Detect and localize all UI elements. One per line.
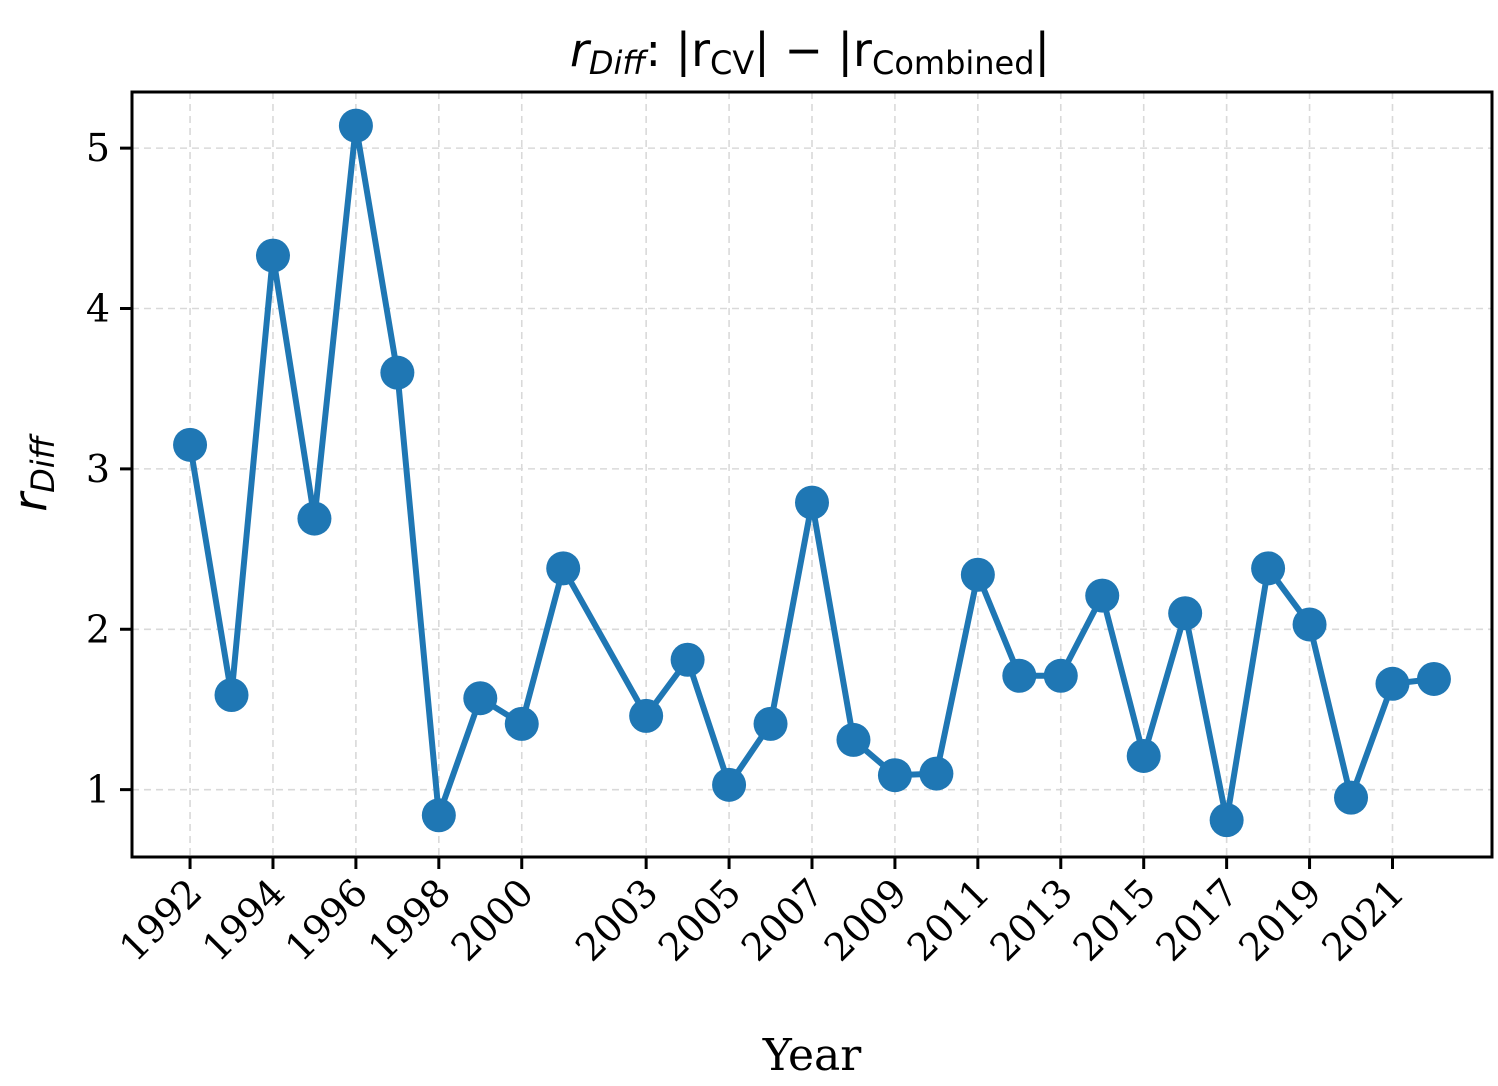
data-point [338,108,373,143]
x-tick-label: 2019 [1230,870,1330,970]
x-tick-label: 2003 [567,870,667,970]
data-point [836,722,871,757]
data-point [546,551,581,586]
x-tick-label: 1992 [111,870,211,970]
data-point [960,557,995,592]
x-tick-label: 2013 [982,870,1082,970]
data-point [504,706,539,741]
data-point [629,698,664,733]
data-point [255,238,290,273]
x-tick-label: 2015 [1065,870,1165,970]
chart-title: rDiff: |rCV| − |rCombined| [570,23,1050,82]
data-point [712,767,747,802]
data-point [795,485,829,520]
data-point [919,756,954,791]
data-point [1085,578,1120,613]
data-point [214,678,249,713]
data-point [1416,661,1451,696]
data-point [1375,666,1410,701]
y-tick-label: 1 [86,768,110,812]
grid [132,92,1492,857]
y-axis-label: rDiff [3,432,62,511]
data-point [877,758,912,793]
data-point [670,642,705,677]
y-tick-label: 2 [86,607,110,651]
y-tick-label: 4 [86,287,110,331]
data-point [297,501,332,536]
x-tick-label: 2021 [1313,870,1413,970]
data-point [173,427,208,462]
data-point [1002,658,1037,693]
y-tick-label: 5 [86,126,110,170]
data-point [1209,803,1244,838]
data-point [1292,607,1327,642]
x-tick-label: 2000 [443,870,543,970]
data-point [463,681,498,716]
series-line [187,122,1437,824]
x-tick-label: 2017 [1147,870,1247,970]
y-tick-label: 3 [86,447,110,491]
data-point [1334,780,1369,815]
x-axis-label: Year [762,1030,862,1081]
data-point [1126,738,1161,773]
x-tick-label: 2011 [899,870,999,970]
y-axis: 1 2 3 4 5 [86,126,132,812]
data-point [1251,551,1286,586]
x-tick-label: 1996 [277,870,377,970]
data-point [1043,658,1078,693]
data-point [1168,596,1203,631]
x-tick-label: 2007 [733,870,833,970]
x-tick-label: 2009 [816,870,916,970]
x-tick-label: 1998 [360,870,460,970]
data-point [380,355,415,390]
x-tick-label: 1994 [194,870,294,970]
x-tick-label: 2005 [650,870,750,970]
data-point [753,706,788,741]
data-point [421,798,456,833]
series [173,108,1451,838]
